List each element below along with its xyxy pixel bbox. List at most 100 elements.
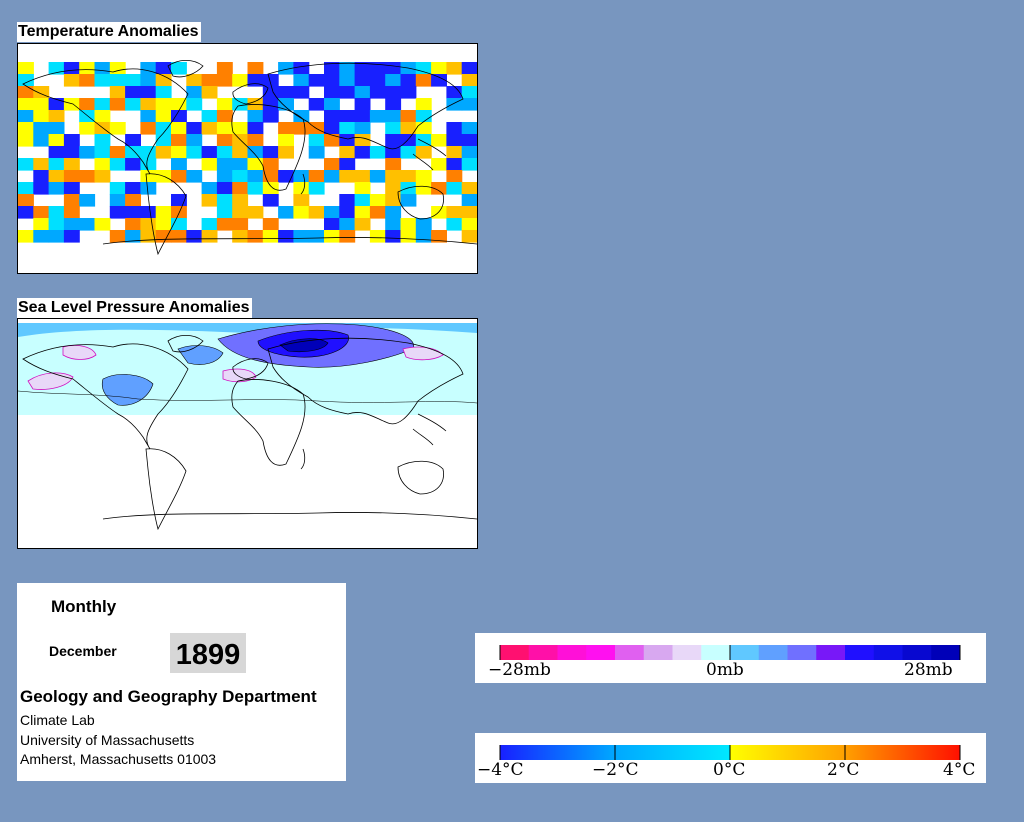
pressure-swatch xyxy=(902,645,932,660)
temperature-cell xyxy=(125,98,141,111)
temperature-cell xyxy=(109,86,126,99)
temperature-cell xyxy=(171,122,187,135)
temperature-cell xyxy=(216,206,233,219)
temperature-cell xyxy=(232,74,249,87)
temperature-cell xyxy=(109,230,126,243)
temperature-cell xyxy=(461,74,477,87)
temperature-cell xyxy=(48,218,65,231)
temperature-cell xyxy=(155,146,172,159)
temperature-cell xyxy=(216,194,233,207)
university-name: University of Massachusetts xyxy=(20,732,195,748)
temperature-cell xyxy=(109,182,126,195)
temperature-cell xyxy=(48,182,65,195)
temperature-cell xyxy=(63,98,80,111)
temperature-cell xyxy=(339,146,356,159)
temperature-cell xyxy=(79,218,96,231)
pressure-low-america xyxy=(101,374,154,406)
temperature-cell xyxy=(63,158,80,171)
temperature-cell xyxy=(431,158,447,171)
temperature-cell xyxy=(278,122,294,135)
temperature-cell xyxy=(324,62,340,75)
temperature-cell xyxy=(446,98,463,111)
temperature-cell xyxy=(155,74,172,87)
temperature-cell xyxy=(18,158,34,171)
temperature-cell xyxy=(385,122,402,135)
temperature-cell xyxy=(171,62,187,75)
temperature-cell xyxy=(293,182,310,195)
pressure-swatch xyxy=(528,645,558,660)
temperature-cell xyxy=(339,158,356,171)
temperature-cell xyxy=(262,158,279,171)
temperature-cell xyxy=(278,134,294,147)
temperature-cell xyxy=(186,146,203,159)
temperature-cell xyxy=(415,218,432,231)
temperature-cell xyxy=(308,146,325,159)
temperature-cell xyxy=(232,146,249,159)
temperature-cell xyxy=(125,158,141,171)
temperature-cell xyxy=(216,98,233,111)
temperature-legend: −4°C −2°C 0°C 2°C 4°C xyxy=(475,733,986,783)
temperature-cell xyxy=(461,122,477,135)
temperature-cell xyxy=(324,218,340,231)
pressure-legend-max: 28mb xyxy=(904,660,953,680)
temperature-cell xyxy=(354,182,371,195)
temperature-cell xyxy=(140,206,157,219)
temperature-cell xyxy=(461,86,477,99)
temperature-cell xyxy=(63,182,80,195)
temperature-cell xyxy=(125,230,141,243)
temperature-cell xyxy=(216,170,233,183)
temperature-cell xyxy=(247,146,264,159)
temperature-cell xyxy=(461,230,477,243)
temperature-cell xyxy=(278,98,294,111)
temperature-cell xyxy=(385,98,402,111)
temperature-cell xyxy=(186,230,203,243)
temperature-cell xyxy=(308,170,325,183)
temperature-cell xyxy=(33,98,50,111)
temperature-cell xyxy=(201,122,218,135)
pressure-swatch xyxy=(873,645,903,660)
temperature-cell xyxy=(324,206,340,219)
temperature-cell xyxy=(94,158,111,171)
temperature-cell xyxy=(293,74,310,87)
temperature-cell xyxy=(48,110,65,123)
pressure-map-svg xyxy=(18,323,477,531)
temperature-cell xyxy=(186,74,203,87)
temperature-cell xyxy=(18,86,34,99)
pressure-map-title: Sea Level Pressure Anomalies xyxy=(17,298,252,318)
temperature-cell xyxy=(293,230,310,243)
temperature-cell xyxy=(400,182,417,195)
temperature-cell xyxy=(171,158,187,171)
temperature-cell xyxy=(354,98,371,111)
temperature-cell xyxy=(232,218,249,231)
temperature-cell xyxy=(400,110,417,123)
temperature-cell xyxy=(354,206,371,219)
temperature-cell xyxy=(446,134,463,147)
pressure-legend-min: −28mb xyxy=(488,660,551,680)
period-label: Monthly xyxy=(51,597,117,616)
temperature-cell xyxy=(308,134,325,147)
temperature-cell xyxy=(140,182,157,195)
temperature-cell xyxy=(339,170,356,183)
temperature-cell xyxy=(125,182,141,195)
department-name: Geology and Geography Department xyxy=(20,687,317,706)
temperature-cell xyxy=(324,158,340,171)
temperature-cell xyxy=(262,230,279,243)
temperature-cell xyxy=(369,206,386,219)
temperature-cell xyxy=(63,74,80,87)
temperature-cell xyxy=(461,206,477,219)
temperature-cell xyxy=(369,62,386,75)
temperature-cell xyxy=(125,218,141,231)
temperature-cell xyxy=(63,146,80,159)
temperature-cell xyxy=(201,182,218,195)
temperature-cell xyxy=(247,62,264,75)
temperature-cell xyxy=(339,110,356,123)
pressure-swatch xyxy=(557,645,587,660)
temperature-cell xyxy=(79,146,96,159)
temperature-cell xyxy=(262,146,279,159)
temperature-cell xyxy=(431,182,447,195)
temperature-cell xyxy=(461,194,477,207)
temperature-cell xyxy=(140,86,157,99)
pressure-swatch xyxy=(845,645,875,660)
temperature-cell xyxy=(293,170,310,183)
temperature-cell xyxy=(247,182,264,195)
